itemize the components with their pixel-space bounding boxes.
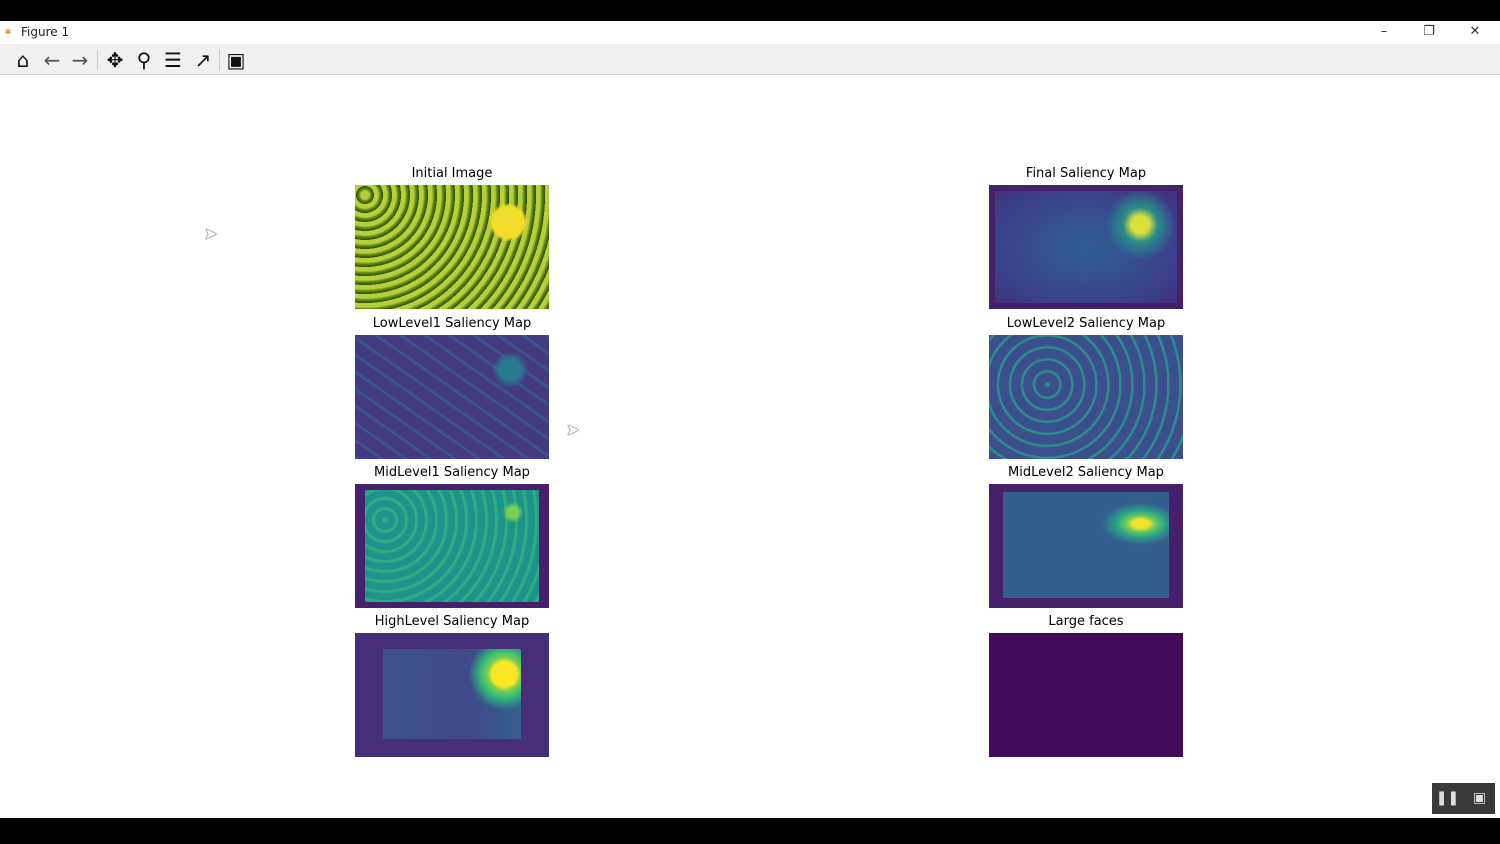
plot-image-lowlevel1-saliency-map: [355, 335, 549, 459]
close-button[interactable]: ✕: [1469, 24, 1481, 39]
pan-icon[interactable]: ✥: [106, 48, 124, 72]
player-controls: ❚❚ ▣: [1432, 783, 1495, 814]
plot-image-final-saliency-map: [989, 185, 1183, 309]
pause-icon[interactable]: ❚❚: [1435, 790, 1460, 806]
mouse-cursor-icon: ➤: [204, 224, 218, 243]
restore-button[interactable]: ❐: [1423, 24, 1435, 39]
separator: [219, 50, 220, 70]
window-title: Figure 1: [21, 25, 70, 39]
title-bar: ✶ Figure 1 – ❐ ✕: [0, 21, 1500, 43]
zoom-icon[interactable]: ⚲: [136, 48, 152, 72]
plot-image-large-faces: [989, 633, 1183, 757]
figure-window: ✶ Figure 1 – ❐ ✕ ⌂ ← → ✥ ⚲ ☰ ↗ ▣ Initial…: [0, 21, 1500, 818]
plot-title-large-faces: Large faces: [1048, 614, 1124, 629]
minimize-button[interactable]: –: [1380, 24, 1388, 39]
separator: [97, 50, 98, 70]
forward-icon[interactable]: →: [71, 48, 89, 72]
home-icon[interactable]: ⌂: [16, 48, 30, 72]
saliency-region: [383, 649, 521, 739]
back-icon[interactable]: ←: [43, 48, 61, 72]
plot-image-initial-image: [355, 185, 549, 309]
plot-title-final-saliency-map: Final Saliency Map: [1025, 166, 1147, 181]
saliency-region: [365, 490, 539, 602]
edit-axes-icon[interactable]: ↗: [194, 48, 212, 72]
plot-title-midlevel1-saliency-map: MidLevel1 Saliency Map: [374, 465, 530, 480]
saliency-region: [1003, 492, 1169, 598]
plot-image-midlevel1-saliency-map: [355, 484, 549, 608]
mouse-cursor-icon: ➤: [566, 420, 580, 439]
matplotlib-icon: ✶: [3, 25, 14, 39]
save-icon[interactable]: ▣: [226, 48, 246, 72]
screen-icon[interactable]: ▣: [1472, 790, 1487, 806]
plot-title-lowlevel1-saliency-map: LowLevel1 Saliency Map: [372, 316, 532, 331]
figure-canvas[interactable]: Initial Image Final Saliency Map LowLevel1…: [0, 75, 1500, 818]
plot-title-highlevel-saliency-map: HighLevel Saliency Map: [374, 614, 530, 629]
plot-title-initial-image: Initial Image: [411, 166, 493, 181]
configure-subplots-icon[interactable]: ☰: [164, 48, 182, 72]
plot-image-highlevel-saliency-map: [355, 633, 549, 757]
toolbar: ⌂ ← → ✥ ⚲ ☰ ↗ ▣: [0, 44, 1500, 75]
plot-image-lowlevel2-saliency-map: [989, 335, 1183, 459]
plot-title-midlevel2-saliency-map: MidLevel2 Saliency Map: [1008, 465, 1164, 480]
plot-image-midlevel2-saliency-map: [989, 484, 1183, 608]
plot-title-lowlevel2-saliency-map: LowLevel2 Saliency Map: [1006, 316, 1166, 331]
